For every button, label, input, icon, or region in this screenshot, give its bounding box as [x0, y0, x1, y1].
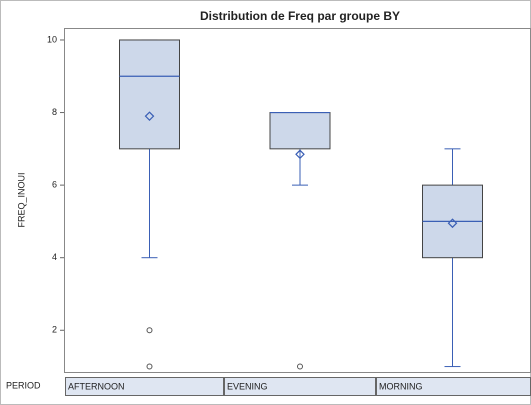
- y-tick-label: 8: [52, 107, 57, 117]
- mean-marker: [295, 149, 305, 160]
- y-tick-label: 4: [52, 252, 57, 262]
- y-tick-label: 10: [47, 34, 57, 44]
- box: [119, 39, 180, 150]
- category-label: EVENING: [227, 381, 268, 391]
- group-label: PERIOD: [6, 380, 41, 390]
- outlier: [146, 327, 153, 334]
- category-label: MORNING: [379, 381, 423, 391]
- chart-title: Distribution de Freq par groupe BY: [200, 9, 400, 23]
- mean-marker: [447, 218, 458, 229]
- box: [269, 112, 331, 150]
- outlier: [146, 363, 153, 370]
- y-tick-label: 6: [52, 179, 57, 189]
- y-tick-label: 2: [52, 325, 57, 335]
- category-cell: [224, 377, 376, 396]
- outlier: [297, 363, 303, 370]
- mean-marker: [144, 111, 155, 122]
- category-cell: [65, 377, 224, 396]
- category-label: AFTERNOON: [68, 381, 125, 391]
- y-axis-label: FREQ_INOUI: [16, 172, 26, 227]
